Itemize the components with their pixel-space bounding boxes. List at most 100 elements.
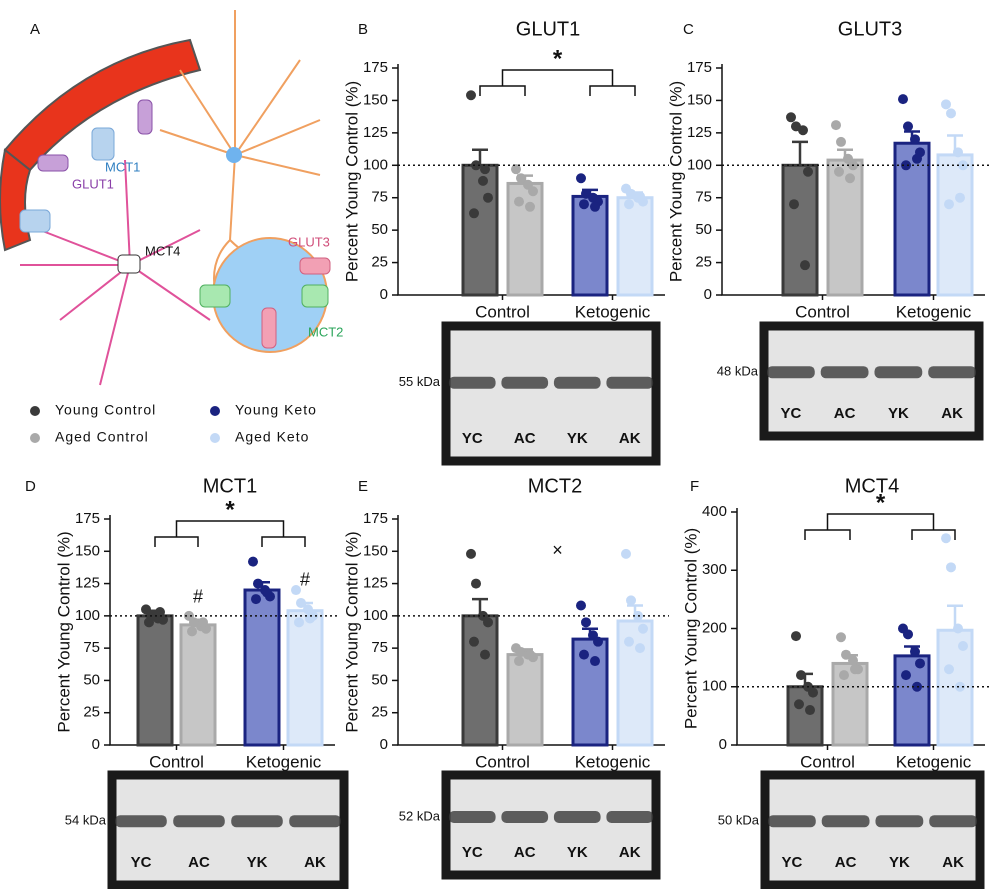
data-point — [579, 649, 589, 660]
bar — [781, 163, 819, 297]
data-point — [903, 629, 913, 640]
bar — [786, 685, 824, 747]
legend-label: Young Keto — [235, 402, 317, 418]
data-point — [581, 617, 591, 628]
blot-band — [928, 366, 977, 379]
data-point — [483, 192, 493, 203]
bar — [506, 653, 544, 747]
data-point — [514, 196, 524, 207]
data-point — [511, 164, 521, 175]
diagram-label: MCT1 — [105, 159, 140, 174]
lane-label: AC — [514, 430, 536, 447]
y-tick-label: 150 — [687, 91, 712, 108]
data-point — [466, 548, 476, 559]
blot-band — [875, 815, 924, 828]
data-point — [803, 166, 813, 177]
y-tick-label: 75 — [371, 189, 388, 206]
blot-band — [553, 811, 601, 823]
significance: × — [552, 540, 563, 560]
y-tick-label: 50 — [371, 221, 388, 238]
transporter — [19, 209, 51, 233]
transporter — [261, 307, 277, 349]
data-point — [593, 636, 603, 647]
data-point — [516, 173, 526, 184]
y-tick-label: 50 — [695, 221, 712, 238]
data-point — [525, 649, 535, 660]
data-point — [800, 260, 810, 271]
panel: E MCT2 Percent Young Control (%) 0 25 50 75 100… — [342, 475, 669, 880]
y-tick-label: 50 — [371, 671, 388, 688]
y-tick-label: 100 — [75, 607, 100, 624]
data-point — [839, 670, 849, 681]
y-tick-label: 100 — [687, 156, 712, 173]
data-point — [850, 664, 860, 675]
diagram-label: GLUT3 — [288, 234, 330, 249]
blot-band — [448, 811, 496, 823]
y-tick-label: 0 — [380, 286, 388, 303]
y-tick-label: 0 — [719, 736, 727, 753]
blot-band — [501, 811, 549, 823]
astrocyte — [20, 159, 211, 386]
data-point — [836, 136, 846, 147]
transporter — [199, 284, 231, 308]
y-tick-label: 175 — [363, 510, 388, 527]
blot-band — [767, 815, 816, 828]
x-tick-label: Control — [149, 752, 204, 771]
blot-band — [553, 376, 601, 389]
lane-label: AK — [941, 405, 963, 422]
data-point — [808, 687, 818, 698]
bar — [506, 181, 544, 297]
y-tick-label: 75 — [695, 189, 712, 206]
data-point — [579, 199, 589, 210]
bracket — [154, 520, 306, 547]
x-tick-label: Ketogenic — [246, 752, 322, 771]
data-point — [576, 173, 586, 184]
y-axis-label: Percent Young Control (%) — [666, 81, 685, 282]
lane-label: AK — [619, 844, 641, 861]
significance: # — [193, 586, 203, 606]
lane-label: YC — [781, 854, 802, 871]
data-point — [791, 631, 801, 642]
data-point — [262, 587, 272, 598]
legend-marker — [210, 433, 220, 443]
y-axis-label: Percent Young Control (%) — [342, 531, 361, 732]
transporter — [299, 257, 331, 275]
bar — [831, 661, 869, 747]
data-point — [248, 556, 258, 567]
y-tick-label: 25 — [371, 704, 388, 721]
diagram: A MCT1 GLUT1 GLUT3 MCT4 MCT2 — [0, 10, 343, 386]
error-bar — [792, 140, 808, 166]
y-tick-label: 300 — [702, 561, 727, 578]
bracket — [479, 69, 636, 96]
bar — [893, 654, 931, 747]
data-point — [841, 649, 851, 660]
transporter — [37, 154, 69, 172]
data-point — [187, 626, 197, 637]
x-tick-label: Control — [800, 752, 855, 771]
lane-label: YC — [462, 844, 483, 861]
blot-size-label: 54 kDa — [65, 813, 107, 828]
data-point — [845, 173, 855, 184]
legend-label: Young Control — [55, 402, 156, 418]
y-tick-label: 100 — [363, 156, 388, 173]
lane-label: AC — [835, 854, 857, 871]
data-point — [910, 134, 920, 145]
data-point — [590, 201, 600, 212]
y-tick-label: 125 — [363, 124, 388, 141]
chart-title: MCT2 — [528, 475, 582, 497]
y-tick-label: 400 — [702, 503, 727, 520]
y-tick-label: 50 — [83, 671, 100, 688]
data-point — [944, 199, 954, 210]
blot — [759, 321, 984, 441]
data-point — [144, 617, 154, 628]
y-axis-label: Percent Young Control (%) — [681, 528, 700, 729]
y-tick-label: 100 — [702, 678, 727, 695]
data-point — [576, 600, 586, 611]
data-point — [478, 175, 488, 186]
blot-band — [606, 376, 654, 389]
y-tick-label: 175 — [363, 59, 388, 76]
bar — [893, 141, 931, 297]
y-tick-label: 25 — [83, 704, 100, 721]
data-point — [253, 578, 263, 589]
